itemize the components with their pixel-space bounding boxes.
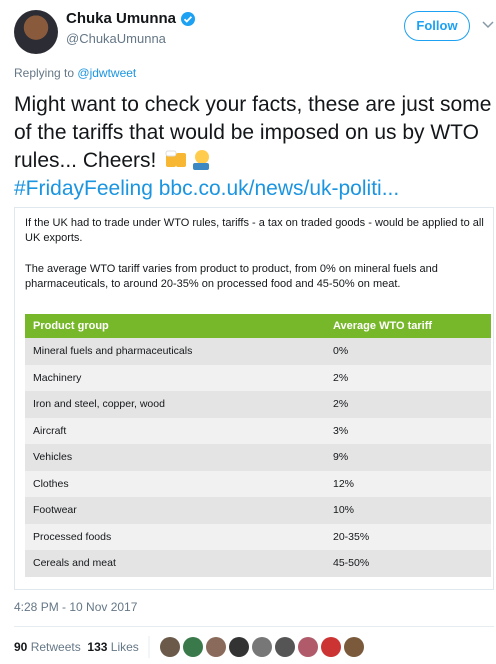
table-row: Cereals and meat 45-50% — [25, 550, 491, 577]
product-cell: Machinery — [25, 364, 325, 391]
like-label[interactable]: Likes — [110, 640, 139, 654]
link[interactable]: bbc.co.uk/news/uk-politi... — [158, 177, 400, 200]
tariff-table-wrap: Product group Average WTO tariff Mineral f… — [25, 314, 491, 577]
card-paragraph: If the UK had to trade under WTO rules, … — [25, 217, 484, 244]
tariff-cell: 3% — [325, 417, 491, 444]
card-paragraph: The average WTO tariff varies from produ… — [25, 263, 438, 290]
reply-handle[interactable]: @jdwtweet — [77, 66, 137, 80]
verified-badge — [181, 12, 195, 26]
column-header: Average WTO tariff — [325, 314, 491, 338]
hashtag[interactable]: #FridayFeeling — [14, 177, 153, 200]
tweet-body: Might want to check your facts, these ar… — [14, 93, 492, 172]
reply-line: Replying to @jdwtweet — [14, 66, 136, 80]
tariff-cell: 2% — [325, 391, 491, 418]
liker-avatars — [148, 636, 364, 658]
product-cell: Iron and steel, copper, wood — [25, 391, 325, 418]
emoji — [165, 150, 210, 170]
column-header: Product group — [25, 314, 325, 338]
table-row: Mineral fuels and pharmaceuticals 0% — [25, 338, 491, 365]
divider — [14, 626, 494, 627]
like-count[interactable]: 133 — [87, 640, 108, 654]
table-row: Vehicles 9% — [25, 444, 491, 471]
image-card[interactable]: If the UK had to trade under WTO rules, … — [14, 207, 494, 590]
table-row: Processed foods 20-35% — [25, 523, 491, 550]
product-cell: Mineral fuels and pharmaceuticals — [25, 338, 325, 365]
product-cell: Footwear — [25, 497, 325, 524]
tariff-cell: 20-35% — [325, 523, 491, 550]
table-row: Iron and steel, copper, wood 2% — [25, 391, 491, 418]
stats: 90 Retweets 133 Likes — [14, 640, 139, 654]
reply-prefix: Replying to — [14, 66, 75, 80]
table-row: Aircraft 3% — [25, 417, 491, 444]
table-row: Footwear 10% — [25, 497, 491, 524]
avatar-row[interactable] — [160, 637, 364, 657]
retweet-count[interactable]: 90 — [14, 640, 28, 654]
tariff-table: Product group Average WTO tariff Mineral f… — [25, 314, 491, 577]
menu-caret[interactable] — [482, 20, 494, 30]
follow-label: Follow — [416, 18, 458, 33]
tariff-cell: 0% — [325, 338, 491, 365]
author-name[interactable]: Chuka Umunna — [66, 10, 177, 27]
product-cell: Vehicles — [25, 444, 325, 471]
product-cell: Cereals and meat — [25, 550, 325, 577]
tariff-cell: 10% — [325, 497, 491, 524]
tariff-cell: 45-50% — [325, 550, 491, 577]
avatar[interactable] — [14, 10, 58, 54]
product-cell: Aircraft — [25, 417, 325, 444]
product-cell: Clothes — [25, 470, 325, 497]
product-cell: Processed foods — [25, 523, 325, 550]
table-row: Machinery 2% — [25, 364, 491, 391]
tariff-cell: 12% — [325, 470, 491, 497]
follow-button[interactable]: Follow — [404, 11, 470, 41]
header-row: Product group Average WTO tariff — [25, 314, 491, 338]
tariff-cell: 2% — [325, 364, 491, 391]
table-row: Clothes 12% — [25, 470, 491, 497]
timestamp[interactable]: 4:28 PM - 10 Nov 2017 — [14, 600, 138, 614]
tariff-cell: 9% — [325, 444, 491, 471]
retweet-label[interactable]: Retweets — [30, 640, 81, 654]
author-handle[interactable]: @ChukaUmunna — [66, 31, 166, 46]
tweet-text: Might want to check your facts, these ar… — [14, 91, 496, 203]
